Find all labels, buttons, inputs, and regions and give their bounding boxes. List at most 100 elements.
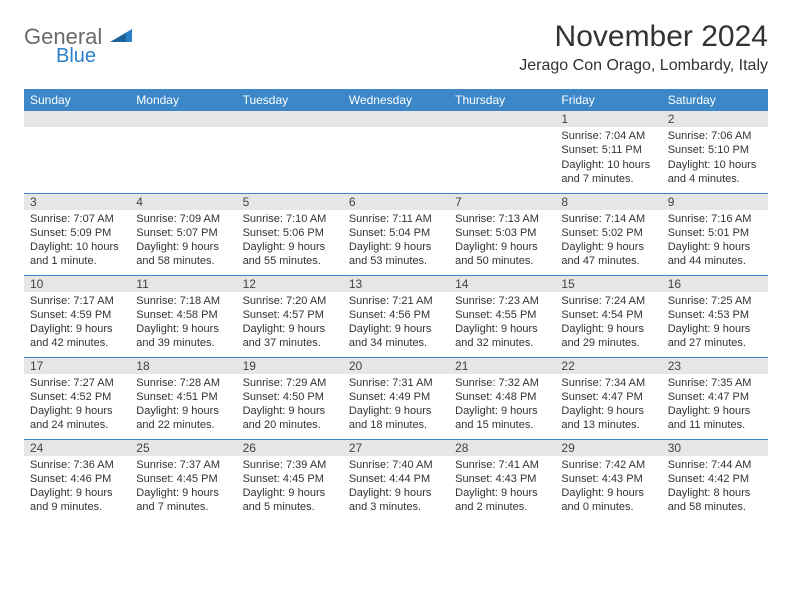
month-title: November 2024 <box>519 20 768 53</box>
sunset-text: Sunset: 4:44 PM <box>349 472 443 486</box>
weekday-header: Monday <box>130 89 236 111</box>
daylight-text-1: Daylight: 9 hours <box>136 240 230 254</box>
daylight-text-2: and 11 minutes. <box>668 418 762 432</box>
day-number <box>24 111 130 113</box>
day-number-bar <box>237 111 343 127</box>
day-number: 12 <box>237 276 343 294</box>
daylight-text-2: and 0 minutes. <box>561 500 655 514</box>
day-number-bar: 5 <box>237 194 343 210</box>
sunset-text: Sunset: 4:56 PM <box>349 308 443 322</box>
sunrise-text: Sunrise: 7:28 AM <box>136 376 230 390</box>
day-number: 14 <box>449 276 555 294</box>
day-number-bar: 22 <box>555 358 661 374</box>
sunset-text: Sunset: 4:58 PM <box>136 308 230 322</box>
day-number-bar: 27 <box>343 440 449 456</box>
daylight-text-1: Daylight: 10 hours <box>668 158 762 172</box>
daylight-text-2: and 34 minutes. <box>349 336 443 350</box>
daylight-text-2: and 4 minutes. <box>668 172 762 186</box>
day-number: 20 <box>343 358 449 376</box>
day-number: 8 <box>555 194 661 212</box>
calendar-day-cell: 28Sunrise: 7:41 AMSunset: 4:43 PMDayligh… <box>449 439 555 521</box>
sunrise-text: Sunrise: 7:10 AM <box>243 212 337 226</box>
weekday-header: Friday <box>555 89 661 111</box>
calendar-day-cell: 25Sunrise: 7:37 AMSunset: 4:45 PMDayligh… <box>130 439 236 521</box>
daylight-text-2: and 53 minutes. <box>349 254 443 268</box>
day-number <box>237 111 343 113</box>
day-number: 28 <box>449 440 555 458</box>
sunrise-text: Sunrise: 7:32 AM <box>455 376 549 390</box>
day-details: Sunrise: 7:17 AMSunset: 4:59 PMDaylight:… <box>24 292 130 355</box>
calendar-day-cell: 26Sunrise: 7:39 AMSunset: 4:45 PMDayligh… <box>237 439 343 521</box>
calendar-day-cell: 10Sunrise: 7:17 AMSunset: 4:59 PMDayligh… <box>24 275 130 357</box>
day-number-bar: 29 <box>555 440 661 456</box>
day-number: 3 <box>24 194 130 212</box>
day-details: Sunrise: 7:34 AMSunset: 4:47 PMDaylight:… <box>555 374 661 437</box>
day-details: Sunrise: 7:04 AMSunset: 5:11 PMDaylight:… <box>555 127 661 190</box>
daylight-text-1: Daylight: 9 hours <box>243 240 337 254</box>
sunrise-text: Sunrise: 7:42 AM <box>561 458 655 472</box>
day-number: 5 <box>237 194 343 212</box>
sunrise-text: Sunrise: 7:29 AM <box>243 376 337 390</box>
daylight-text-1: Daylight: 10 hours <box>561 158 655 172</box>
calendar-day-cell: 14Sunrise: 7:23 AMSunset: 4:55 PMDayligh… <box>449 275 555 357</box>
sunrise-text: Sunrise: 7:31 AM <box>349 376 443 390</box>
day-details: Sunrise: 7:31 AMSunset: 4:49 PMDaylight:… <box>343 374 449 437</box>
daylight-text-2: and 7 minutes. <box>136 500 230 514</box>
calendar-header-row: SundayMondayTuesdayWednesdayThursdayFrid… <box>24 89 768 111</box>
daylight-text-1: Daylight: 9 hours <box>668 240 762 254</box>
daylight-text-2: and 44 minutes. <box>668 254 762 268</box>
day-number-bar: 8 <box>555 194 661 210</box>
calendar-day-cell: 7Sunrise: 7:13 AMSunset: 5:03 PMDaylight… <box>449 193 555 275</box>
day-number: 19 <box>237 358 343 376</box>
day-number-bar: 11 <box>130 276 236 292</box>
weekday-header: Saturday <box>662 89 768 111</box>
day-number: 2 <box>662 111 768 129</box>
sunset-text: Sunset: 4:50 PM <box>243 390 337 404</box>
calendar-day-cell <box>130 111 236 193</box>
sunset-text: Sunset: 4:54 PM <box>561 308 655 322</box>
daylight-text-2: and 22 minutes. <box>136 418 230 432</box>
daylight-text-2: and 5 minutes. <box>243 500 337 514</box>
calendar-day-cell: 30Sunrise: 7:44 AMSunset: 4:42 PMDayligh… <box>662 439 768 521</box>
calendar-day-cell: 13Sunrise: 7:21 AMSunset: 4:56 PMDayligh… <box>343 275 449 357</box>
day-number: 30 <box>662 440 768 458</box>
daylight-text-1: Daylight: 10 hours <box>30 240 124 254</box>
sunset-text: Sunset: 5:10 PM <box>668 143 762 157</box>
calendar-day-cell: 16Sunrise: 7:25 AMSunset: 4:53 PMDayligh… <box>662 275 768 357</box>
sunset-text: Sunset: 5:06 PM <box>243 226 337 240</box>
daylight-text-2: and 7 minutes. <box>561 172 655 186</box>
sunrise-text: Sunrise: 7:40 AM <box>349 458 443 472</box>
day-number: 7 <box>449 194 555 212</box>
sunset-text: Sunset: 5:01 PM <box>668 226 762 240</box>
day-details: Sunrise: 7:14 AMSunset: 5:02 PMDaylight:… <box>555 210 661 273</box>
daylight-text-1: Daylight: 9 hours <box>30 486 124 500</box>
day-number: 26 <box>237 440 343 458</box>
daylight-text-2: and 32 minutes. <box>455 336 549 350</box>
sunset-text: Sunset: 4:45 PM <box>136 472 230 486</box>
sunset-text: Sunset: 4:53 PM <box>668 308 762 322</box>
day-details: Sunrise: 7:09 AMSunset: 5:07 PMDaylight:… <box>130 210 236 273</box>
day-details: Sunrise: 7:36 AMSunset: 4:46 PMDaylight:… <box>24 456 130 519</box>
day-number-bar: 13 <box>343 276 449 292</box>
sunset-text: Sunset: 4:59 PM <box>30 308 124 322</box>
sunrise-text: Sunrise: 7:06 AM <box>668 129 762 143</box>
logo-text-bottom: Blue <box>56 46 134 66</box>
day-details: Sunrise: 7:44 AMSunset: 4:42 PMDaylight:… <box>662 456 768 519</box>
daylight-text-2: and 13 minutes. <box>561 418 655 432</box>
day-number: 16 <box>662 276 768 294</box>
day-number <box>130 111 236 113</box>
day-details: Sunrise: 7:07 AMSunset: 5:09 PMDaylight:… <box>24 210 130 273</box>
sunrise-text: Sunrise: 7:25 AM <box>668 294 762 308</box>
sunrise-text: Sunrise: 7:23 AM <box>455 294 549 308</box>
day-number: 4 <box>130 194 236 212</box>
day-details: Sunrise: 7:29 AMSunset: 4:50 PMDaylight:… <box>237 374 343 437</box>
daylight-text-1: Daylight: 9 hours <box>455 486 549 500</box>
sunrise-text: Sunrise: 7:44 AM <box>668 458 762 472</box>
sunset-text: Sunset: 4:46 PM <box>30 472 124 486</box>
logo: General Blue <box>24 26 134 66</box>
sunrise-text: Sunrise: 7:20 AM <box>243 294 337 308</box>
daylight-text-2: and 20 minutes. <box>243 418 337 432</box>
day-details: Sunrise: 7:20 AMSunset: 4:57 PMDaylight:… <box>237 292 343 355</box>
daylight-text-1: Daylight: 9 hours <box>561 240 655 254</box>
day-details: Sunrise: 7:42 AMSunset: 4:43 PMDaylight:… <box>555 456 661 519</box>
